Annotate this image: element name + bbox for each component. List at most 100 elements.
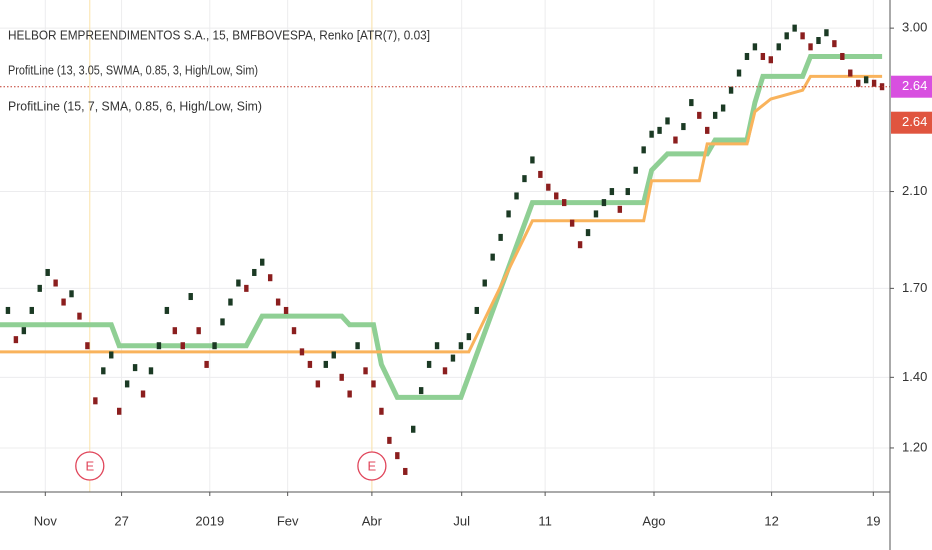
plot-area [0,0,890,492]
renko-brick [355,342,360,350]
renko-brick [490,253,495,261]
event-label: E [85,458,94,473]
renko-brick [728,86,734,94]
renko-brick [601,199,607,207]
renko-brick [712,111,718,119]
renko-brick [450,354,456,362]
renko-brick [554,192,559,200]
x-tick-label: 27 [114,513,128,528]
y-tick-label: 1.40 [902,369,927,384]
renko-brick [339,373,344,381]
renko-brick [315,380,321,388]
y-tick-label: 1.20 [902,439,927,454]
renko-brick [657,126,662,134]
renko-brick [482,279,487,287]
renko-brick [498,233,503,241]
renko-brick [323,360,329,368]
renko-brick [212,342,217,350]
renko-brick [426,360,432,368]
renko-brick [148,367,154,375]
renko-brick [37,284,42,292]
renko-brick [625,188,630,196]
renko-brick [77,312,82,320]
renko-brick [244,284,249,292]
renko-brick [649,130,654,138]
renko-brick [856,79,861,87]
renko-brick [697,111,702,119]
renko-brick [418,387,424,395]
renko-brick [808,43,813,51]
profit-line [0,54,883,400]
renko-brick [93,397,98,405]
renko-brick [331,351,336,359]
renko-brick [442,367,448,375]
x-tick-label: 2019 [195,513,224,528]
renko-brick [53,279,58,287]
renko-brick [569,219,575,227]
x-tick-label: Fev [277,513,299,528]
renko-brick [291,327,297,335]
renko-brick [689,99,694,107]
renko-brick [514,192,519,200]
x-tick-label: Nov [34,513,58,528]
renko-brick [69,290,74,298]
renko-brick [863,76,869,84]
renko-brick [29,306,34,314]
renko-brick [840,52,845,60]
renko-brick [228,298,233,306]
price-badge-label: 2.64 [902,114,927,129]
renko-brick [260,258,265,266]
renko-brick [5,306,11,314]
renko-brick [641,146,646,154]
renko-brick [458,342,464,350]
renko-brick [466,333,472,341]
renko-brick [180,342,185,350]
price-badge-label: 2.64 [902,78,927,93]
event-label: E [368,458,377,473]
y-tick-label: 1.70 [902,280,927,295]
renko-brick [848,69,853,77]
renko-brick [371,380,376,388]
renko-brick [109,351,114,359]
renko-brick [561,199,567,207]
renko-brick [220,318,225,326]
renko-brick [744,52,750,60]
renko-brick [522,175,527,183]
renko-brick [871,79,877,87]
renko-brick [617,205,623,213]
renko-brick [13,336,19,344]
legend-entry: ProfitLine (15, 7, SMA, 0.85, 6, High/Lo… [8,98,262,113]
renko-brick [768,56,774,64]
renko-brick [347,390,352,398]
renko-brick [824,29,829,37]
event-marker [357,451,387,481]
renko-brick [800,32,805,40]
renko-brick [275,298,281,306]
renko-brick [585,229,591,237]
renko-brick [538,170,543,178]
renko-brick [236,279,241,287]
renko-brick [633,166,638,174]
renko-brick [705,126,710,134]
renko-brick [760,52,766,60]
renko-brick [673,136,678,144]
renko-brick [283,306,289,314]
renko-brick [387,436,392,444]
renko-brick [736,69,742,77]
renko-brick [434,342,440,350]
x-tick-label: Jul [453,513,470,528]
renko-brick [411,425,416,433]
renko-brick [116,407,122,415]
renko-brick [252,268,257,276]
renko-brick [403,467,408,475]
renko-brick [196,327,201,335]
renko-brick [140,390,146,398]
renko-brick [164,306,170,314]
x-tick-label: Ago [642,513,665,528]
renko-brick [101,367,106,375]
renko-brick [776,43,781,51]
renko-brick [577,241,583,249]
renko-brick [85,342,90,350]
profit-line [0,74,883,354]
